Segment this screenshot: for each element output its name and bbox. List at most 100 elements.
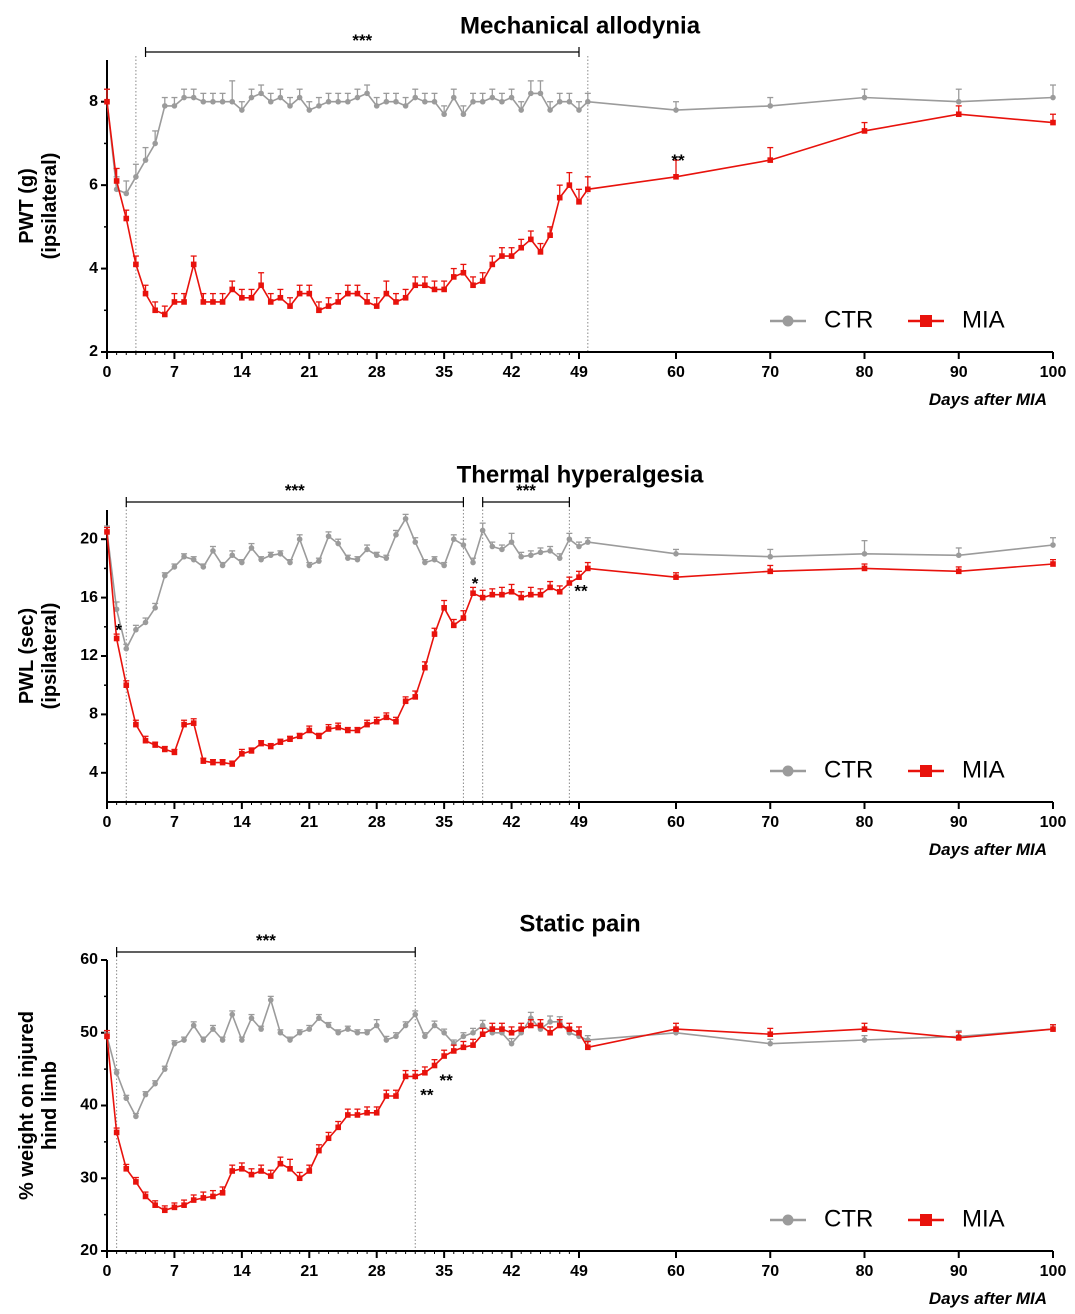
chart-title: Static pain: [519, 910, 640, 937]
data-point: [479, 594, 486, 601]
data-point: [431, 556, 438, 563]
data-point: [316, 733, 322, 740]
data-point: [393, 1093, 399, 1099]
legend-marker-mia: [920, 765, 932, 777]
data-point: [767, 1031, 774, 1038]
data-point: [955, 568, 962, 575]
data-point: [104, 529, 110, 535]
data-point: [955, 98, 962, 105]
y-axis-label-line: hind limb: [39, 1061, 61, 1150]
data-point: [1050, 542, 1056, 548]
data-point: [325, 1022, 332, 1029]
data-point: [518, 594, 525, 601]
data-point: [277, 1029, 284, 1036]
data-point: [450, 94, 457, 101]
data-point: [508, 253, 515, 259]
y-axis-label-line: (ipsilateral): [39, 603, 61, 710]
data-point: [518, 107, 525, 113]
data-point: [441, 605, 447, 611]
data-point: [152, 605, 158, 611]
x-tick-label: 42: [503, 814, 521, 831]
series-line-mia: [106, 531, 1054, 765]
data-point: [210, 299, 216, 305]
data-point: [402, 515, 409, 522]
data-point: [518, 553, 525, 560]
chart-title: Thermal hyperalgesia: [457, 461, 704, 488]
data-point: [306, 290, 313, 297]
data-point: [277, 294, 284, 301]
data-point: [537, 249, 544, 255]
data-point: [489, 94, 496, 101]
series-mia: [104, 1019, 1056, 1214]
y-axis-label-line: % weight on injured: [16, 1011, 38, 1200]
data-point: [287, 1037, 293, 1043]
x-axis-label: Days after MIA: [929, 1289, 1047, 1308]
x-tick-label: 14: [233, 1263, 251, 1280]
data-point: [142, 737, 149, 744]
data-point: [373, 303, 380, 309]
legend: CTR MIA: [770, 306, 1005, 333]
data-point: [210, 759, 216, 766]
data-point: [171, 103, 178, 109]
data-point: [576, 107, 582, 113]
data-point: [489, 261, 496, 268]
data-point: [470, 559, 476, 566]
data-point: [296, 94, 303, 101]
significance-label: *: [115, 621, 122, 640]
data-point: [566, 580, 573, 586]
legend-label-mia: MIA: [962, 756, 1005, 783]
data-point: [528, 591, 534, 598]
data-point: [306, 1026, 313, 1032]
x-tick-label: 49: [570, 1263, 588, 1280]
data-point: [152, 742, 158, 748]
data-point: [518, 1026, 525, 1032]
x-tick-label: 21: [300, 814, 318, 831]
legend: CTR MIA: [770, 1205, 1005, 1232]
data-point: [460, 269, 467, 276]
data-point: [258, 556, 264, 563]
x-tick-label: 70: [761, 1263, 779, 1280]
data-point: [133, 261, 139, 268]
data-point: [113, 635, 120, 642]
y-tick-label: 20: [80, 1242, 98, 1259]
data-point: [450, 274, 457, 280]
data-point: [190, 1197, 197, 1203]
data-point: [190, 556, 197, 563]
bracket-label: ***: [352, 31, 372, 50]
data-point: [335, 724, 341, 731]
data-point: [200, 299, 207, 305]
data-point: [171, 1040, 178, 1047]
x-tick-label: 35: [435, 364, 453, 381]
data-point: [450, 1048, 457, 1054]
data-point: [267, 552, 274, 559]
data-point: [499, 591, 505, 598]
data-point: [441, 111, 447, 118]
chart-panel-1: Mechanical allodynia PWT (g)(ipsilateral)…: [16, 12, 1066, 409]
data-point: [508, 94, 515, 101]
data-point: [547, 548, 553, 554]
data-point: [364, 299, 370, 305]
data-point: [152, 1080, 158, 1087]
data-point: [354, 290, 361, 297]
x-tick-label: 80: [856, 814, 874, 831]
data-point: [537, 591, 544, 598]
data-point: [955, 552, 962, 559]
x-tick-label: 0: [103, 814, 112, 831]
x-tick-label: 90: [950, 1263, 968, 1280]
data-point: [229, 98, 236, 105]
data-point: [229, 761, 236, 767]
data-point: [861, 94, 868, 101]
data-point: [161, 746, 168, 753]
data-point: [364, 546, 370, 553]
y-tick-label: 6: [89, 176, 98, 193]
data-point: [373, 718, 380, 725]
data-point: [373, 1022, 380, 1029]
data-point: [335, 1029, 341, 1036]
y-axis-label: PWT (g)(ipsilateral): [16, 153, 61, 260]
data-point: [528, 1022, 534, 1029]
data-point: [556, 1022, 563, 1029]
data-point: [142, 157, 149, 163]
data-point: [422, 559, 428, 566]
x-tick-label: 42: [503, 1263, 521, 1280]
data-point: [258, 740, 264, 747]
